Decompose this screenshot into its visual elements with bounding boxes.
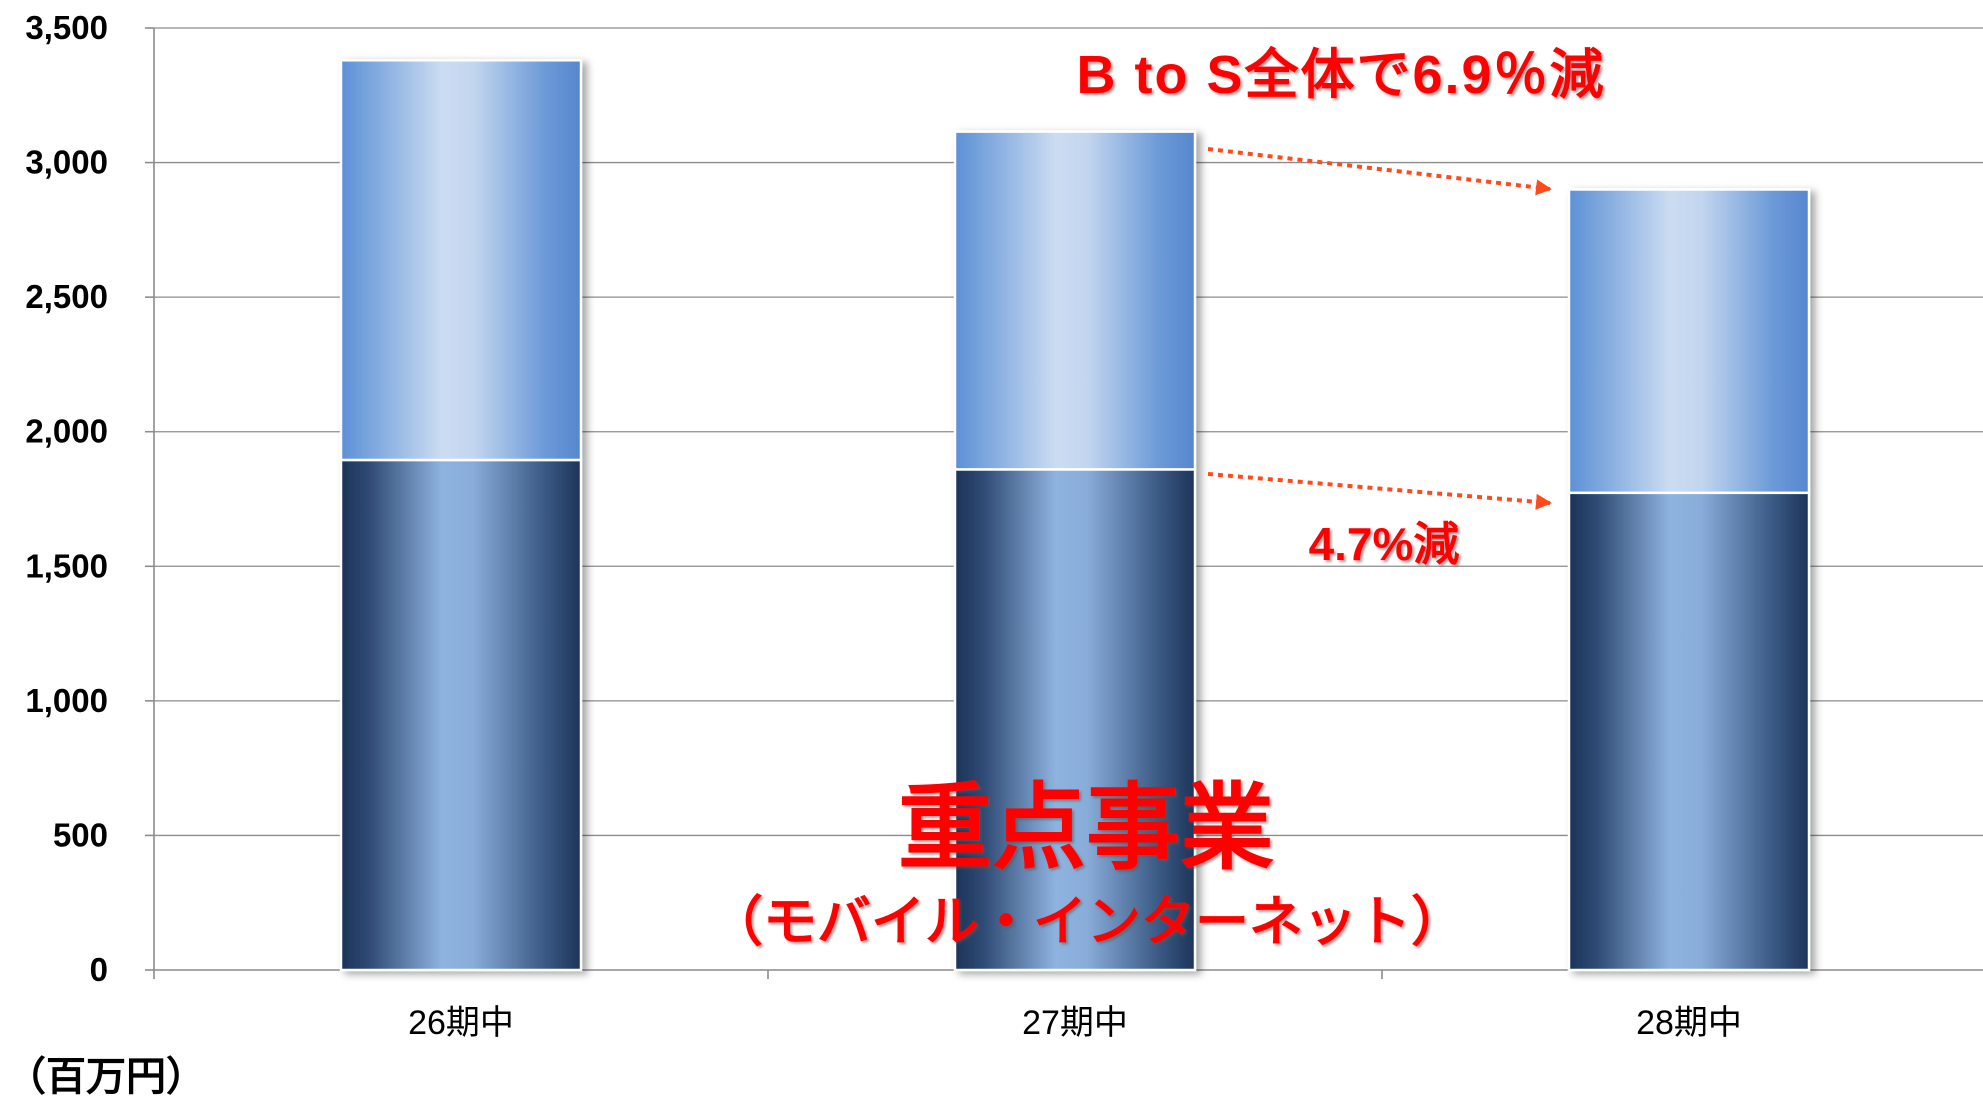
y-axis-tick-labels: 0 500 1,000 1,500 2,000 2,500 3,000 3,500	[25, 9, 108, 988]
lower-decrease-arrow	[1207, 472, 1552, 510]
y-axis-tick-label: 3,000	[25, 144, 108, 181]
y-axis-tick-label: 500	[53, 816, 108, 853]
unit-label: （百万円）	[6, 1055, 206, 1099]
total-change-annotation: B to S全体で6.9％減	[1076, 45, 1605, 105]
x-axis-category-label: 27期中	[1022, 1004, 1128, 1042]
bars	[339, 59, 1811, 972]
bar-segment-upper-3	[1567, 188, 1811, 495]
bar-segment-upper-1	[339, 59, 583, 462]
annotations: B to S全体で6.9％減 4.7%減 重点事業 （モバイル・インターネット）	[709, 45, 1605, 952]
x-axis-category-label: 28期中	[1636, 1004, 1742, 1042]
y-axis-tick-label: 1,000	[25, 682, 108, 719]
bar-segment-lower-3	[1567, 491, 1811, 972]
x-axis-category-label: 26期中	[408, 1004, 514, 1042]
focus-business-title: 重点事業	[898, 775, 1274, 880]
bar-segment-lower-1	[339, 458, 583, 972]
x-axis-category-labels: 26期中 27期中 28期中	[408, 1004, 1742, 1042]
bar-segment-upper-2	[953, 130, 1197, 471]
y-axis-tick-label: 2,500	[25, 278, 108, 315]
focus-business-subtitle: （モバイル・インターネット）	[709, 892, 1465, 952]
lower-change-annotation: 4.7%減	[1309, 518, 1460, 570]
bar-segment-lower-2	[953, 468, 1197, 972]
y-axis-tick-label: 2,000	[25, 413, 108, 450]
y-axis-tick-label: 0	[90, 951, 108, 988]
y-axis-tick-label: 3,500	[25, 9, 108, 46]
total-decrease-arrow	[1207, 147, 1552, 196]
y-axis-tick-label: 1,500	[25, 547, 108, 584]
